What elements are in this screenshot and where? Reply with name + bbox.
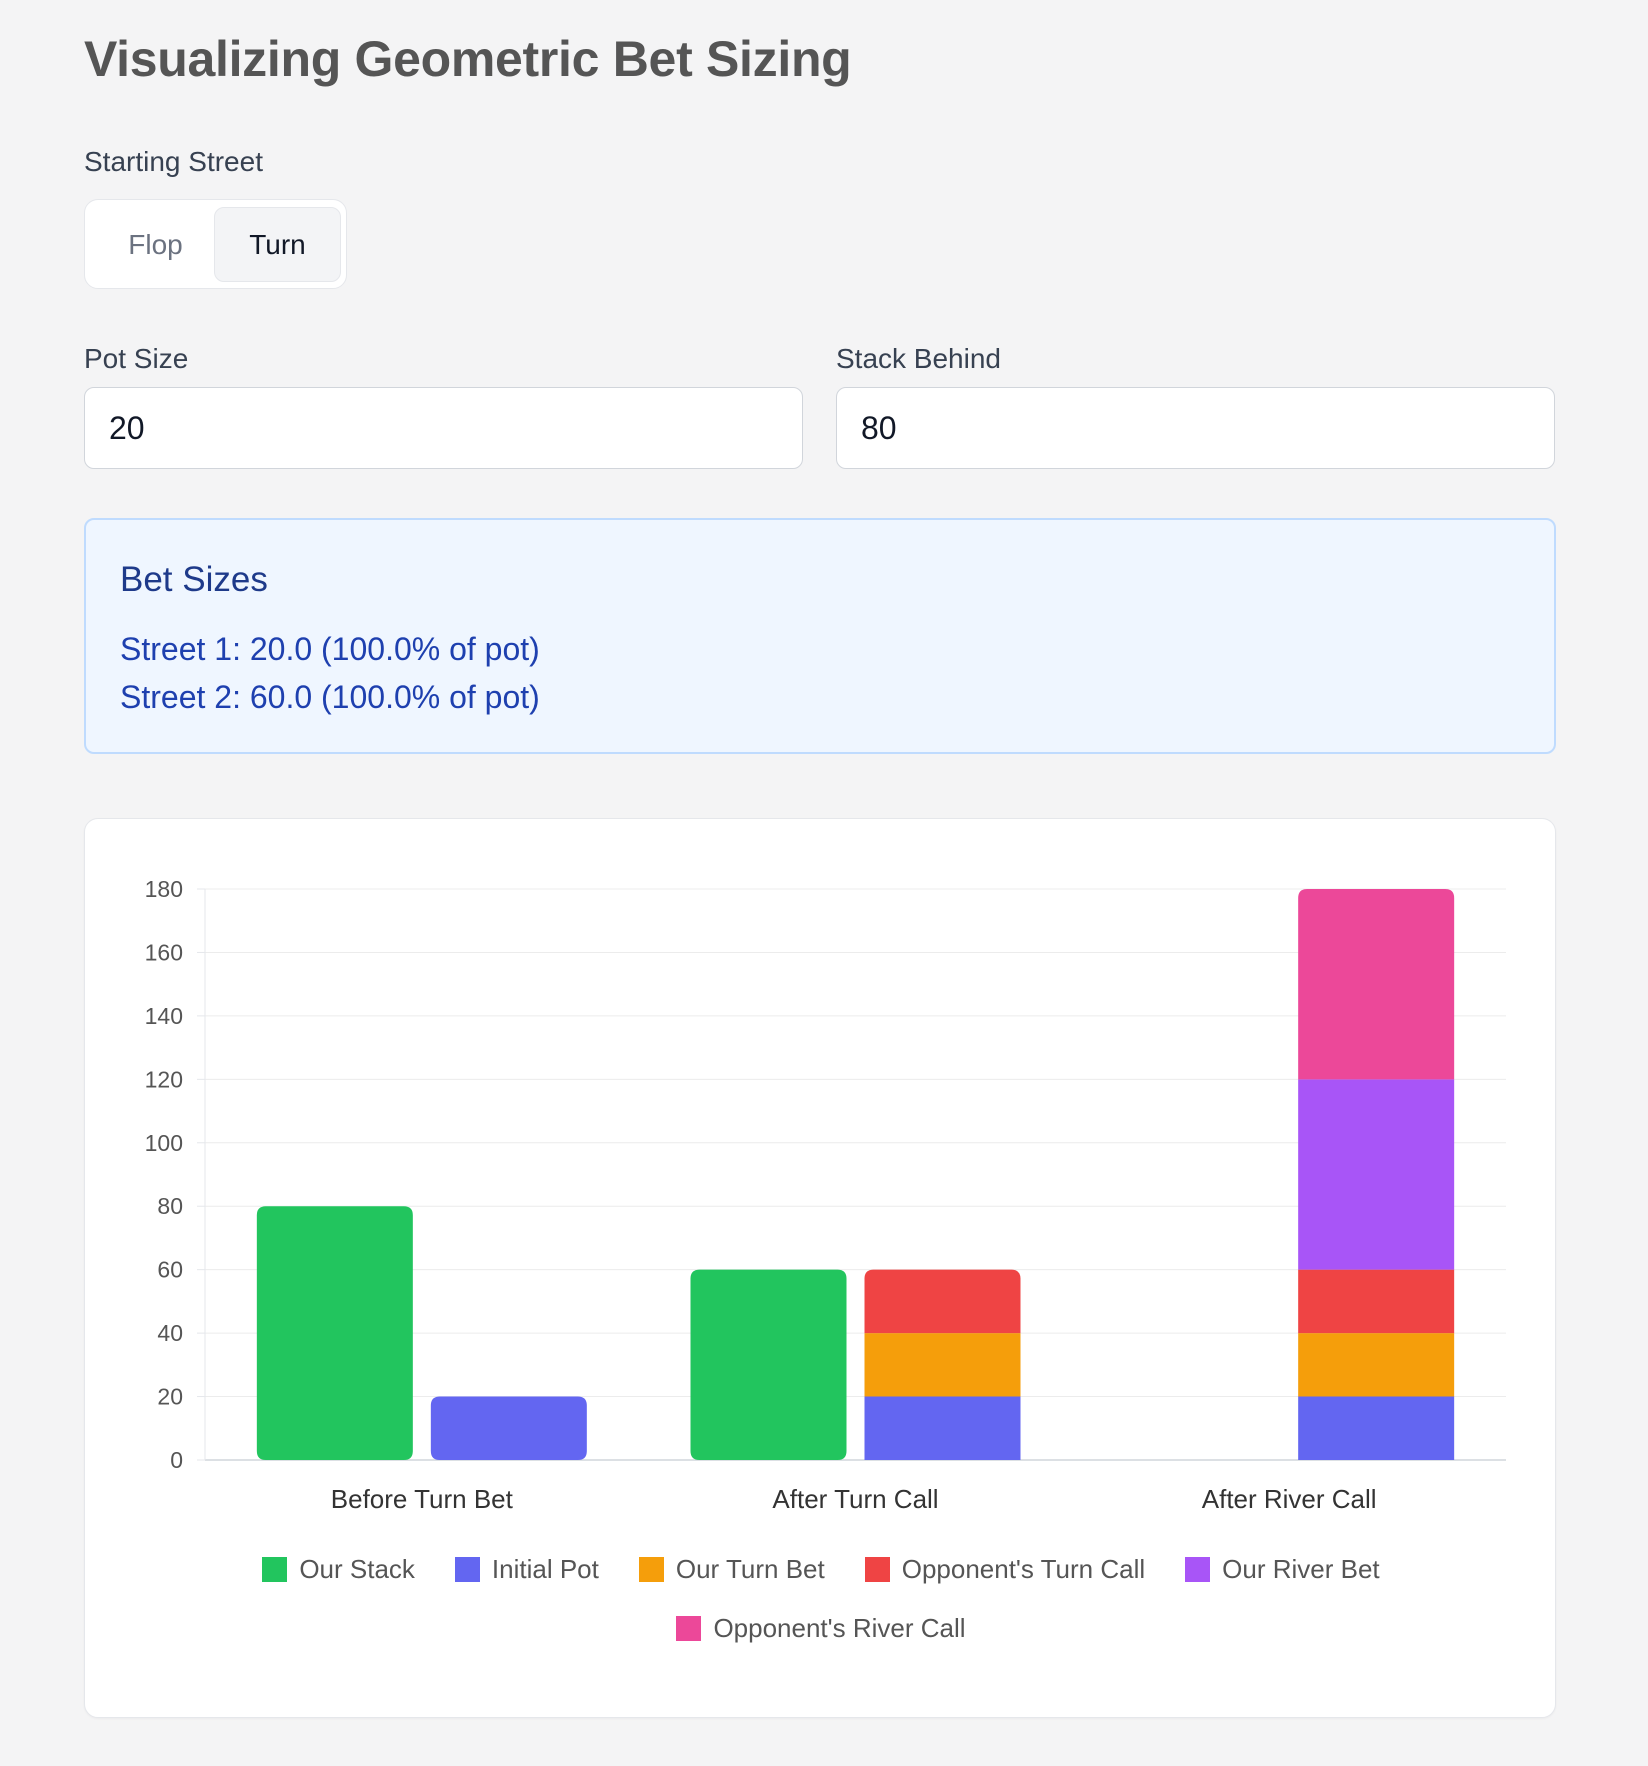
- x-tick-label: Before Turn Bet: [331, 1484, 514, 1514]
- stacked-bar-chart: 0 20 40 60 80 100 120 140 160 180 Before Turn Bet A…: [145, 876, 1506, 1514]
- y-tick-label: 140: [145, 1003, 183, 1029]
- bet-size-street-2: Street 2: 60.0 (100.0% of pot): [120, 679, 540, 715]
- y-tick-label: 100: [145, 1130, 183, 1156]
- bet-sizes-title: Bet Sizes: [120, 560, 268, 599]
- legend-swatch: [1185, 1557, 1211, 1582]
- x-tick-label: After River Call: [1202, 1484, 1377, 1514]
- stack-behind-input[interactable]: [836, 387, 1555, 469]
- bar-our-turn-bet: [864, 1333, 1021, 1397]
- bar-our-turn-bet: [1298, 1333, 1455, 1397]
- chart-card: 0 20 40 60 80 100 120 140 160 180 Before Turn Bet A…: [84, 818, 1556, 1718]
- legend-swatch: [262, 1557, 288, 1582]
- y-tick-label: 20: [157, 1384, 183, 1410]
- y-tick-label: 180: [145, 876, 183, 902]
- bar-our-river-bet: [1298, 1079, 1455, 1270]
- y-tick-label: 40: [157, 1320, 183, 1346]
- bar-initial-pot: [1298, 1396, 1455, 1460]
- legend-swatch: [454, 1557, 480, 1582]
- bar-opponent-s-turn-call: [1298, 1269, 1455, 1334]
- legend-item[interactable]: Our River Bet: [1185, 1554, 1380, 1585]
- y-tick-label: 60: [157, 1257, 183, 1283]
- legend-label: Our Turn Bet: [675, 1554, 825, 1584]
- turn-option-button[interactable]: Turn: [214, 207, 341, 282]
- legend-item[interactable]: Opponent's Turn Call: [864, 1554, 1146, 1585]
- flop-option-button[interactable]: Flop: [128, 228, 183, 260]
- legend-swatch: [676, 1616, 702, 1641]
- legend-label: Initial Pot: [491, 1554, 599, 1584]
- bar-opponent-s-river-call: [1298, 889, 1455, 1080]
- bar-our-stack: [256, 1206, 413, 1460]
- bet-sizes-panel: Bet Sizes Street 1: 20.0 (100.0% of pot)…: [84, 518, 1556, 754]
- starting-street-label: Starting Street: [84, 146, 263, 177]
- legend-label: Opponent's Turn Call: [901, 1554, 1146, 1584]
- legend-label: Opponent's River Call: [713, 1613, 966, 1643]
- legend-swatch: [638, 1557, 664, 1582]
- y-tick-label: 0: [170, 1447, 183, 1473]
- starting-street-toggle: Flop Turn: [84, 199, 347, 289]
- bar-opponent-s-turn-call: [864, 1269, 1021, 1334]
- stack-behind-label: Stack Behind: [836, 343, 1001, 374]
- legend-item[interactable]: Our Turn Bet: [638, 1554, 825, 1585]
- bar-initial-pot: [430, 1396, 587, 1460]
- bar-our-stack: [690, 1269, 847, 1460]
- pot-size-label: Pot Size: [84, 343, 189, 374]
- page-title: Visualizing Geometric Bet Sizing: [84, 31, 852, 87]
- legend-label: Our River Bet: [1222, 1554, 1380, 1584]
- legend-swatch: [864, 1557, 890, 1582]
- legend-label: Our Stack: [299, 1554, 415, 1584]
- legend-item[interactable]: Opponent's River Call: [676, 1613, 966, 1644]
- y-tick-label: 120: [145, 1066, 183, 1092]
- chart-legend: Our Stack Initial Pot Our Turn Bet Opponent…: [85, 1554, 1557, 1644]
- bet-size-street-1: Street 1: 20.0 (100.0% of pot): [120, 631, 540, 667]
- legend-item[interactable]: Initial Pot: [454, 1554, 599, 1585]
- y-tick-label: 160: [145, 939, 183, 965]
- y-tick-label: 80: [157, 1193, 183, 1219]
- legend-item[interactable]: Our Stack: [262, 1554, 415, 1585]
- pot-size-input[interactable]: [84, 387, 803, 469]
- x-tick-label: After Turn Call: [772, 1484, 938, 1514]
- bar-initial-pot: [864, 1396, 1021, 1460]
